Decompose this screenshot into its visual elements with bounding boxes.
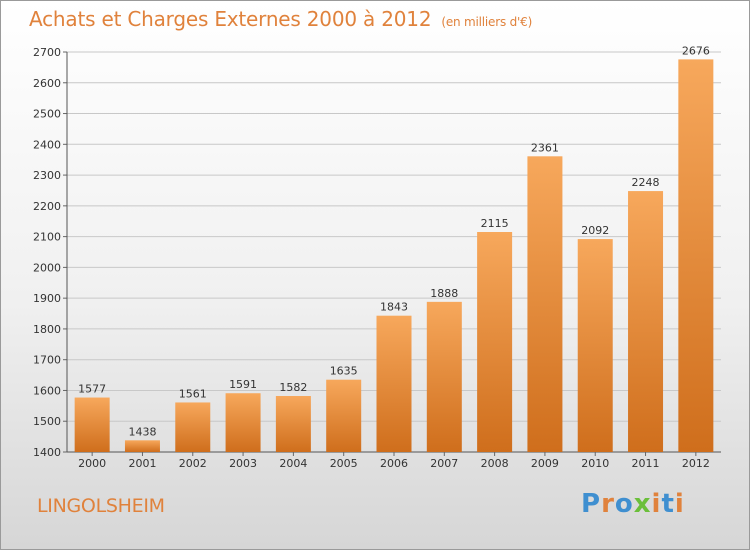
data-label: 1561 [179, 387, 207, 400]
y-tick-label: 2600 [33, 77, 61, 90]
y-tick-label: 2300 [33, 169, 61, 182]
data-label: 1577 [78, 383, 106, 396]
x-tick-label: 2000 [78, 457, 106, 470]
brand-letter: i [674, 489, 685, 519]
y-tick-label: 1700 [33, 354, 61, 367]
x-tick-label: 2007 [430, 457, 458, 470]
chart-title: Achats et Charges Externes 2000 à 2012 (e… [29, 7, 532, 31]
chart-unit: (en milliers d'€) [441, 15, 533, 29]
x-tick-label: 2001 [128, 457, 156, 470]
y-tick-label: 2700 [33, 46, 61, 59]
bars [74, 59, 714, 453]
data-label: 2092 [581, 224, 609, 237]
bar-2012 [678, 59, 714, 453]
bar-2008 [477, 232, 513, 452]
y-tick-label: 2100 [33, 231, 61, 244]
y-tick-label: 2000 [33, 261, 61, 274]
data-label: 1888 [430, 287, 458, 300]
bar-2007 [426, 301, 462, 452]
bar-2004 [275, 396, 311, 452]
x-tick-label: 2006 [380, 457, 408, 470]
brand-letter: o [614, 489, 634, 519]
x-tick-label: 2010 [581, 457, 609, 470]
x-tick-label: 2011 [632, 457, 660, 470]
y-tick-label: 1400 [33, 446, 61, 459]
data-label: 2361 [531, 141, 559, 154]
x-tick-label: 2003 [229, 457, 257, 470]
data-label: 1843 [380, 301, 408, 314]
y-tick-label: 1900 [33, 292, 61, 305]
y-tick-label: 2400 [33, 138, 61, 151]
data-label: 1635 [330, 365, 358, 378]
y-tick-label: 1800 [33, 323, 61, 336]
bar-2011 [628, 191, 664, 453]
x-tick-label: 2004 [279, 457, 307, 470]
brand-letter: r [601, 489, 615, 519]
brand-logo: Proxiti [581, 489, 685, 519]
brand-letter: i [651, 489, 662, 519]
data-label: 2676 [682, 44, 710, 57]
brand-letter: x [633, 489, 652, 519]
bar-2010 [577, 239, 613, 452]
x-tick-label: 2002 [179, 457, 207, 470]
y-tick-label: 2200 [33, 200, 61, 213]
x-tick-label: 2012 [682, 457, 710, 470]
x-tick-label: 2005 [330, 457, 358, 470]
x-tick-label: 2009 [531, 457, 559, 470]
y-tick-label: 1600 [33, 384, 61, 397]
x-tick-label: 2008 [481, 457, 509, 470]
data-label: 2248 [632, 176, 660, 189]
labels: 2000 1577 2001 1438 2002 1561 2003 1591 2004 1582… [78, 44, 710, 470]
bar-2001 [124, 440, 160, 452]
bar-2006 [376, 315, 412, 452]
bar-2002 [175, 402, 211, 452]
city-name: LINGOLSHEIM [37, 495, 165, 517]
data-label: 1438 [128, 425, 156, 438]
brand-letter: P [581, 489, 602, 519]
brand-letter: t [661, 489, 675, 519]
bar-2003 [225, 393, 261, 452]
data-label: 2115 [481, 217, 509, 230]
bar-2000 [74, 397, 110, 452]
y-tick-label: 2500 [33, 108, 61, 121]
bar-2009 [527, 156, 563, 453]
y-tick-label: 1500 [33, 415, 61, 428]
bar-2005 [326, 379, 362, 452]
data-label: 1591 [229, 378, 257, 391]
data-label: 1582 [279, 381, 307, 394]
chart-title-text: Achats et Charges Externes 2000 à 2012 [29, 7, 432, 31]
